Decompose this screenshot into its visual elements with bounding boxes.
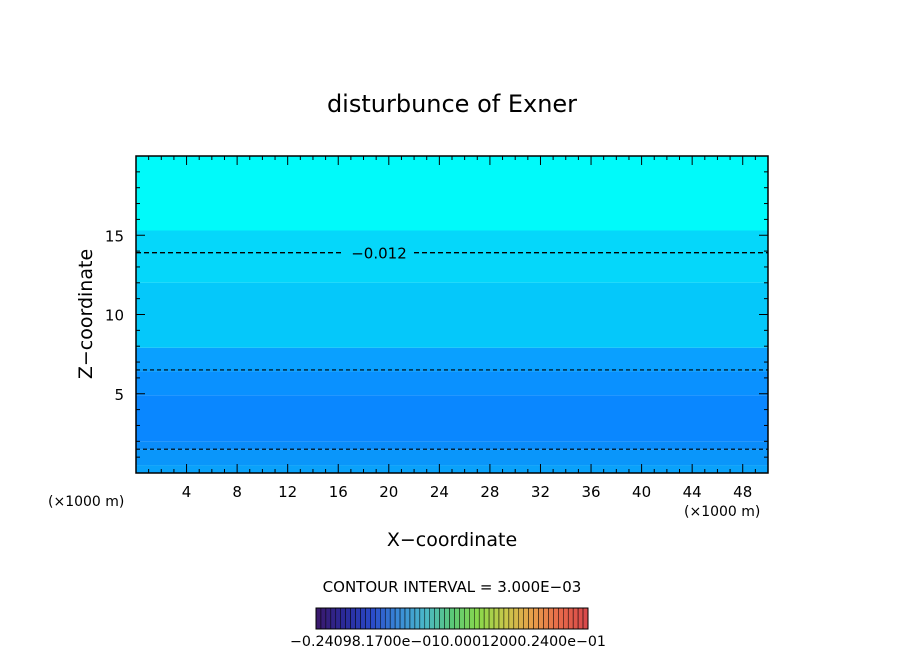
colorbar-cell [582,607,589,630]
colorbar-cell [434,607,440,630]
x-tick-label: 44 [683,483,702,501]
colorbar-cell [528,607,534,630]
colorbar-cell [464,607,470,630]
colorbar-cell [558,607,564,630]
colorbar [315,607,589,630]
colorbar-cell [518,607,524,630]
colorbar-cell [335,607,341,630]
y-axis-label: Z−coordinate [75,249,97,379]
x-tick-label: 48 [733,483,752,501]
y-tick-label: 5 [114,386,124,404]
x-tick-label: 28 [480,483,499,501]
colorbar-cell [380,607,386,630]
colorbar-cell [498,607,505,630]
colorbar-cell [563,607,569,630]
colorbar-cell [493,607,500,630]
colorbar-cell [345,607,351,630]
contour-band-8 [136,156,768,231]
colorbar-cell [533,607,539,630]
colorbar-cell [469,607,475,630]
colorbar-cell [577,607,584,630]
colorbar-cell [375,607,381,630]
contour-lines: −0.012 [136,245,768,450]
x-unit-left: (×1000 m) [48,494,124,510]
colorbar-cell [389,607,396,630]
colorbar-cell [409,607,416,630]
colorbar-cell [360,607,366,630]
colorbar-cell [350,607,356,630]
contour-band-7 [136,230,768,283]
colorbar-cell [543,607,549,630]
contour-band-5 [136,347,768,372]
colorbar-cell [508,607,515,630]
colorbar-cell [414,607,421,630]
contour-band-1 [136,449,768,466]
colorbar-cell [454,607,460,630]
colorbar-cell [399,607,406,630]
x-tick-label: 16 [329,483,348,501]
colorbar-cell [553,607,559,630]
colorbar-cell [444,607,450,630]
colorbar-cell [424,607,430,630]
colorbar-cell [355,607,361,630]
colorbar-cell [474,607,480,630]
colorbar-labels: −0.24098.1700e−010.00012000.2400e−01 [290,634,606,650]
colorbar-cell [419,607,426,630]
colorbar-cell [483,607,490,630]
colorbar-cell [340,607,346,630]
x-tick-labels: 4 8 12 16 20 24 28 32 36 40 44 48 [182,483,752,501]
contour-label-0: −0.012 [351,245,407,263]
contour-band-2 [136,441,768,450]
colorbar-cell [478,607,485,630]
colorbar-frame [315,607,589,630]
x-tick-label: 12 [278,483,297,501]
y-tick-label: 10 [105,307,124,325]
colorbar-cell [513,607,520,630]
colorbar-cell [439,607,445,630]
colorbar-cell [567,607,574,630]
colorbar-cell [523,607,529,630]
colorbar-cell [330,607,337,630]
x-tick-label: 20 [379,483,398,501]
colorbar-cell [404,607,411,630]
contour-interval-text: CONTOUR INTERVAL = 3.000E−03 [323,578,582,596]
colorbar-cell [325,607,332,630]
plot-frame [135,155,769,474]
x-tick-label: 40 [632,483,651,501]
colorbar-cell [394,607,401,630]
x-tick-label: 32 [531,483,550,501]
x-unit-right: (×1000 m) [684,504,760,520]
x-tick-label: 36 [581,483,600,501]
colorbar-cell [320,607,327,630]
colorbar-cell [429,607,435,630]
contour-band-3 [136,395,768,442]
contour-band-4 [136,371,768,396]
colorbar-cell [503,607,510,630]
y-tick-labels: 5 10 15 [105,227,124,404]
colorbar-cell [538,607,544,630]
colorbar-cell [572,607,579,630]
y-tick-label: 15 [105,227,124,245]
contour-band-6 [136,282,768,348]
chart-title: disturbunce of Exner [327,90,577,118]
colorbar-cell [315,607,322,630]
colorbar-cell [365,607,371,630]
colorbar-cell [384,607,391,630]
colorbar-cell [449,607,455,630]
colorbar-cell [488,607,495,630]
x-tick-label: 24 [430,483,449,501]
x-tick-label: 4 [182,483,192,501]
colorbar-cell [548,607,554,630]
colorbar-cell [370,607,376,630]
contour-bands [136,156,768,473]
x-axis-label: X−coordinate [387,529,517,551]
colorbar-cell [459,607,465,630]
x-tick-label: 8 [232,483,242,501]
